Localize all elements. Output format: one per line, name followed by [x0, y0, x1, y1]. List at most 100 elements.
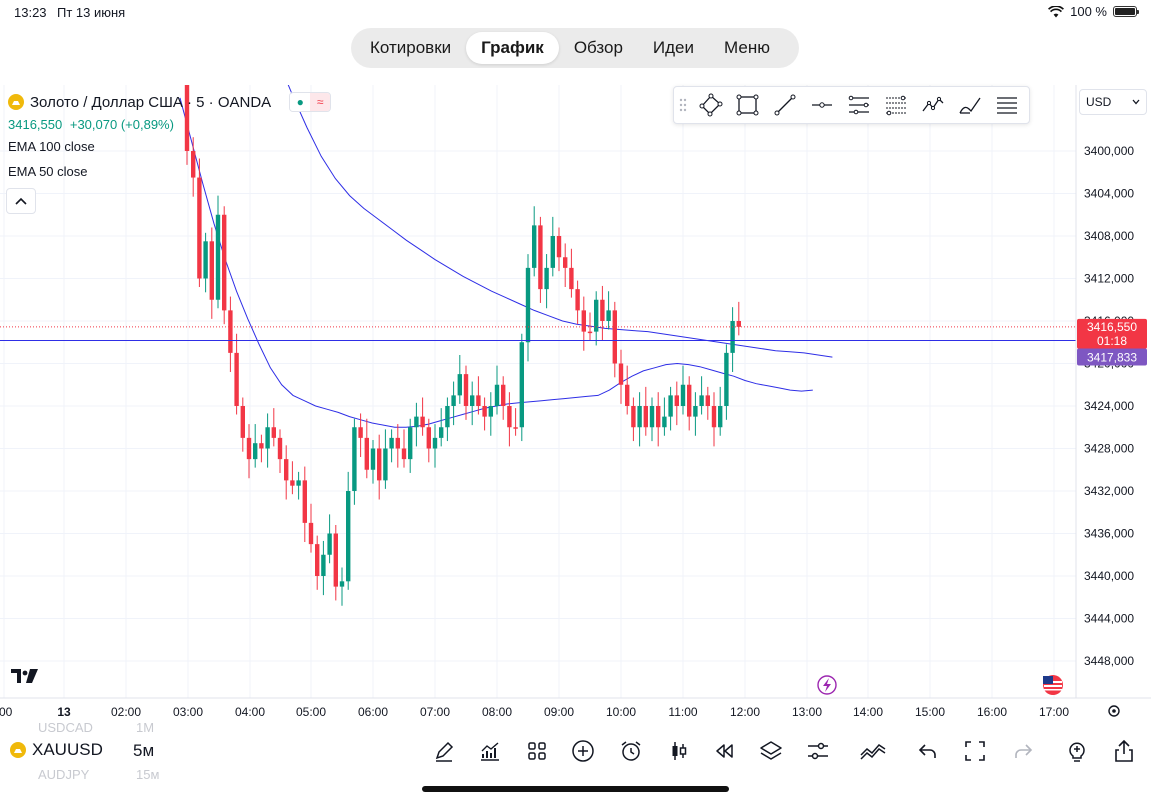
undo-button[interactable]: [913, 736, 943, 766]
price-tick-label: 3412,000: [1084, 272, 1134, 286]
fib-retracement-tool[interactable]: [877, 87, 914, 123]
scale-settings-icon[interactable]: [1108, 705, 1120, 717]
replay-button[interactable]: [709, 736, 739, 766]
price-change: +30,070 (+0,89%): [69, 117, 174, 132]
polyline-tool[interactable]: [692, 87, 729, 123]
share-button[interactable]: [1109, 736, 1139, 766]
share-icon: [1115, 739, 1133, 762]
price-tick-label: 3408,000: [1084, 229, 1134, 243]
candles-icon: [672, 742, 687, 760]
draw-button[interactable]: [429, 736, 459, 766]
tab-chart[interactable]: График: [466, 32, 559, 64]
pattern-tool[interactable]: [914, 87, 951, 123]
wifi-icon: [1048, 5, 1065, 17]
trend-line-tool[interactable]: [766, 87, 803, 123]
drawing-toolbar: [673, 86, 1030, 124]
tab-menu[interactable]: Меню: [724, 38, 770, 57]
symbol-ticker: XAUUSD: [32, 740, 103, 759]
polyline-icon: [699, 93, 722, 117]
ema-price-badge: [1077, 348, 1147, 366]
market-status-pill[interactable]: ● ≈: [289, 92, 332, 112]
last-price-badge: [1077, 318, 1147, 349]
layers-icon: [760, 741, 782, 760]
price-tick-label: 3424,000: [1084, 399, 1134, 413]
settings-button[interactable]: [803, 736, 833, 766]
tab-quotes[interactable]: Котировки: [370, 38, 452, 57]
candle-body: [246, 437, 252, 460]
candle-body: [482, 406, 487, 417]
candle-body: [525, 267, 531, 343]
ghost-symbol-below: AUDJPY: [38, 767, 90, 782]
gold-symbol-icon: [10, 742, 26, 758]
candle-body: [389, 437, 394, 449]
candle-body: [253, 443, 258, 460]
candle-body: [451, 395, 456, 406]
event-lightning-icon[interactable]: [817, 675, 837, 695]
rectangle-tool[interactable]: [729, 87, 766, 123]
chart-grid: [0, 85, 1076, 698]
time-tick-label: 13:00: [792, 705, 822, 719]
ema50-line: [179, 97, 813, 428]
candle-body: [507, 406, 512, 428]
us-flag-icon[interactable]: [1043, 675, 1063, 695]
candle-body: [420, 416, 425, 428]
text-lines-icon: [996, 97, 1017, 114]
tab-ideas[interactable]: Идеи: [652, 38, 695, 57]
price-tick-label: 3432,000: [1084, 484, 1134, 498]
collapse-legend-button[interactable]: [6, 188, 36, 214]
parallel-channel-tool[interactable]: [840, 87, 877, 123]
symbol-title[interactable]: Золото / Доллар США · 5 · OANDA: [30, 93, 272, 111]
more-tools[interactable]: [988, 87, 1025, 123]
indicator-ema100[interactable]: EMA 100 close: [8, 139, 95, 154]
alert-button[interactable]: [616, 736, 646, 766]
currency-value: USD: [1086, 95, 1112, 109]
candle-body: [408, 427, 413, 460]
candle-body: [674, 395, 679, 406]
timeframe-picker[interactable]: 5м: [133, 741, 155, 760]
candle-body: [631, 406, 636, 428]
price-tick-label: 3404,000: [1084, 187, 1134, 201]
candle-body: [569, 267, 574, 290]
ideas-button[interactable]: [1062, 736, 1092, 766]
bottom-toolbar: [0, 722, 1151, 780]
time-tick-label: 11:00: [668, 705, 697, 719]
time-tick-label: 07:00: [420, 705, 450, 719]
candle-body: [538, 225, 543, 290]
candle-body: [519, 342, 524, 428]
add-button[interactable]: [568, 736, 598, 766]
brush-tool[interactable]: [951, 87, 988, 123]
tab-overview[interactable]: Обзор: [573, 38, 623, 57]
redo-button[interactable]: [1008, 736, 1038, 766]
currency-select[interactable]: USD: [1079, 89, 1147, 115]
candle-body: [488, 406, 493, 417]
legend-price-row: 3416,550 +30,070 (+0,89%): [8, 117, 174, 132]
status-right: 100 %: [1048, 4, 1139, 19]
ema-lines: [179, 85, 833, 428]
price-tick-label: 3440,000: [1084, 569, 1134, 583]
indicators-button[interactable]: [475, 736, 505, 766]
ghost-timeframe-below: 15м: [136, 767, 160, 782]
candle-body: [191, 151, 196, 178]
horizontal-ray-tool[interactable]: [803, 87, 840, 123]
object-tree-button[interactable]: [756, 736, 786, 766]
undo-icon: [918, 744, 936, 758]
fullscreen-button[interactable]: [960, 736, 990, 766]
time-scale: :00 13 02:00 03:00 04:00 05:00 06:00 07:00 08:00…: [0, 705, 1069, 719]
symbol-picker[interactable]: XAUUSD: [10, 740, 103, 760]
candle-body: [668, 395, 673, 417]
fullscreen-icon: [965, 741, 985, 761]
candle-body: [575, 289, 580, 311]
candle-body: [656, 406, 661, 428]
redo-icon: [1015, 744, 1033, 758]
price-chart[interactable]: 3400,0003404,0003408,0003412,0003416,000…: [0, 85, 1151, 721]
indicator-ema50[interactable]: EMA 50 close: [8, 164, 88, 179]
chart-type-button[interactable]: [664, 736, 694, 766]
alarm-clock-icon: [621, 741, 641, 761]
gold-symbol-icon: [8, 94, 24, 110]
candle-body: [680, 384, 686, 406]
chevron-up-icon: [15, 197, 27, 205]
layouts-button[interactable]: [522, 736, 552, 766]
compare-button[interactable]: [858, 736, 888, 766]
drag-handle-icon[interactable]: [678, 97, 688, 113]
candle-body: [513, 427, 518, 429]
